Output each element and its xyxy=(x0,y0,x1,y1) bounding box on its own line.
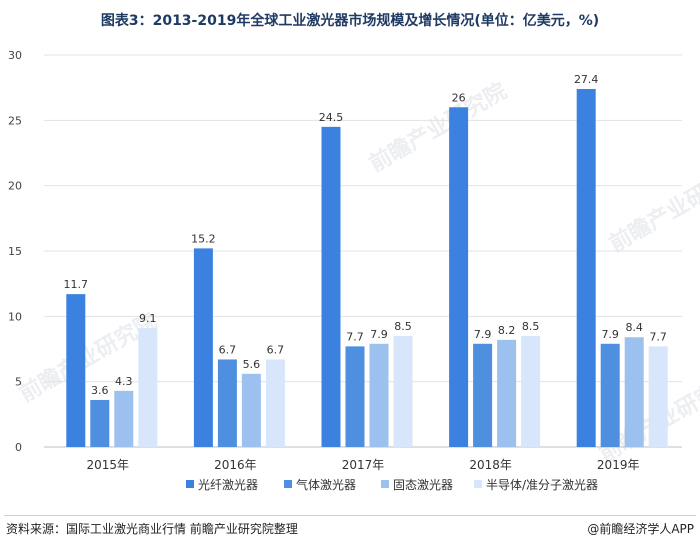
legend-label: 半导体/准分子激光器 xyxy=(486,478,598,492)
x-tick-label: 2017年 xyxy=(342,458,385,472)
bar xyxy=(648,346,668,447)
footer-divider xyxy=(4,515,696,516)
y-tick-label: 20 xyxy=(8,180,22,193)
y-tick-label: 10 xyxy=(8,310,22,323)
legend-swatch xyxy=(186,480,194,488)
data-label: 6.7 xyxy=(267,343,285,356)
bar xyxy=(241,373,261,447)
legend-label: 气体激光器 xyxy=(296,477,356,492)
data-label: 27.4 xyxy=(574,73,599,86)
y-tick-label: 15 xyxy=(8,245,22,258)
data-label: 11.7 xyxy=(64,278,89,291)
bar xyxy=(114,390,134,447)
legend-swatch xyxy=(474,480,482,488)
brand-label: @前瞻经济学人APP xyxy=(587,522,694,536)
bar xyxy=(473,343,493,447)
data-label: 8.2 xyxy=(498,324,516,337)
y-tick-label: 0 xyxy=(15,441,22,454)
bar xyxy=(449,107,469,448)
data-label: 6.7 xyxy=(219,343,237,356)
bar xyxy=(90,399,110,447)
bar xyxy=(66,294,86,447)
y-tick-label: 25 xyxy=(8,114,22,127)
bar xyxy=(265,359,285,447)
data-label: 8.5 xyxy=(394,320,412,333)
data-label: 15.2 xyxy=(191,232,216,245)
bar xyxy=(600,343,620,447)
chart-title: 图表3：2013-2019年全球工业激光器市场规模及增长情况(单位：亿美元，%) xyxy=(100,13,600,29)
data-label: 8.5 xyxy=(522,320,540,333)
bar xyxy=(321,126,341,447)
bar xyxy=(217,359,237,447)
legend-label: 固态激光器 xyxy=(393,478,453,492)
y-tick-label: 30 xyxy=(8,49,22,62)
x-tick-label: 2016年 xyxy=(214,458,257,472)
data-label: 5.6 xyxy=(243,358,261,371)
data-label: 4.3 xyxy=(115,375,133,388)
y-tick-label: 5 xyxy=(15,376,22,389)
x-tick-label: 2019年 xyxy=(597,458,640,472)
x-tick-label: 2018年 xyxy=(469,458,512,472)
legend-swatch xyxy=(381,480,389,488)
legend-label: 光纤激光器 xyxy=(198,478,258,492)
legend-swatch xyxy=(284,480,292,488)
bar xyxy=(393,335,413,447)
data-label: 7.7 xyxy=(346,330,364,343)
source-note: 资料来源：国际工业激光商业行情 前瞻产业研究院整理 xyxy=(6,522,298,536)
data-label: 8.4 xyxy=(625,321,643,334)
bar xyxy=(369,343,389,447)
bar xyxy=(576,88,596,448)
x-tick-label: 2015年 xyxy=(87,458,130,472)
data-label: 7.9 xyxy=(370,328,388,341)
bar xyxy=(345,346,365,447)
data-label: 3.6 xyxy=(91,384,109,397)
bar xyxy=(497,339,517,447)
data-label: 7.7 xyxy=(649,330,667,343)
bar xyxy=(138,328,158,447)
data-label: 26 xyxy=(452,91,466,104)
data-label: 24.5 xyxy=(319,111,344,124)
data-label: 7.9 xyxy=(601,328,619,341)
bar xyxy=(193,248,213,447)
bar xyxy=(624,337,644,447)
data-label: 7.9 xyxy=(474,328,492,341)
data-label: 9.1 xyxy=(139,312,157,325)
bar xyxy=(521,335,541,447)
